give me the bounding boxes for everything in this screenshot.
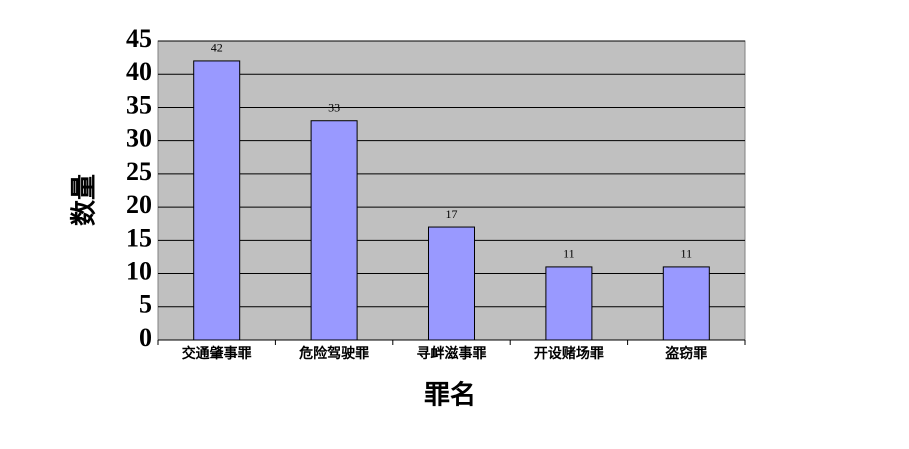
data-label: 33 xyxy=(328,100,340,114)
bar xyxy=(193,60,241,341)
x-tick-label: 寻衅滋事罪 xyxy=(417,345,487,362)
y-tick-label: 5 xyxy=(139,290,152,319)
y-tick-label: 40 xyxy=(126,57,152,86)
data-label: 17 xyxy=(446,207,458,221)
y-tick-label: 25 xyxy=(126,157,152,186)
data-label: 42 xyxy=(211,41,223,55)
bar xyxy=(662,266,710,341)
x-tick-label: 危险驾驶罪 xyxy=(298,345,369,362)
x-axis-label: 罪名 xyxy=(424,380,476,411)
y-axis-label: 数量 xyxy=(70,174,100,226)
bar xyxy=(428,226,475,341)
x-tick-label: 盗窃罪 xyxy=(665,345,707,362)
y-tick-label: 10 xyxy=(126,257,152,286)
y-tick-label: 20 xyxy=(126,190,152,219)
y-tick-label: 35 xyxy=(126,90,152,119)
y-tick-label: 45 xyxy=(126,24,152,53)
data-label: 11 xyxy=(681,247,693,261)
y-tick-label: 0 xyxy=(139,323,152,352)
data-label: 11 xyxy=(563,247,575,261)
bar xyxy=(545,266,593,341)
x-tick-label: 开设赌场罪 xyxy=(534,345,604,362)
x-tick-label: 交通肇事罪 xyxy=(182,345,252,362)
y-tick-label: 15 xyxy=(126,223,152,252)
y-tick-label: 30 xyxy=(126,124,152,153)
bar xyxy=(310,120,358,341)
